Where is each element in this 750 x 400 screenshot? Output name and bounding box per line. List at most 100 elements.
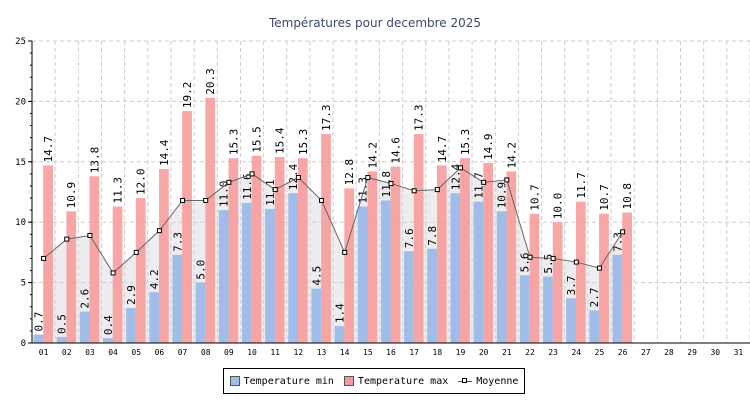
average-marker: [319, 197, 325, 203]
bar-max: [622, 212, 632, 343]
x-tick-label: 10: [247, 348, 257, 357]
bar-max: [274, 156, 285, 343]
y-tick-label: 5: [21, 279, 26, 289]
bar-min: [172, 254, 183, 343]
data-label-max: 14.7: [436, 136, 449, 163]
legend-swatch-min: [229, 376, 240, 386]
bar-max: [390, 166, 401, 343]
data-label-max: 20.3: [204, 68, 217, 95]
data-label-max: 10.9: [65, 182, 78, 209]
data-label-max: 12.8: [343, 159, 356, 186]
data-label-max: 10.0: [552, 193, 565, 220]
data-label-max: 14.6: [390, 137, 403, 164]
x-tick-label: 20: [479, 348, 489, 357]
data-label-max: 17.3: [413, 105, 426, 132]
average-marker: [64, 236, 70, 242]
legend-label-min: Temperature min: [243, 375, 334, 387]
bar-min: [288, 193, 299, 343]
data-label-min: 3.7: [565, 275, 578, 295]
data-label-min: 0.4: [102, 315, 115, 335]
x-tick-label: 27: [641, 348, 651, 357]
x-tick-label: 01: [39, 348, 49, 357]
data-label-min: 1.4: [333, 303, 346, 323]
bar-min: [79, 311, 90, 343]
x-tick-label: 25: [595, 348, 605, 357]
x-tick-label: 06: [155, 348, 165, 357]
average-marker: [156, 228, 162, 234]
data-label-max: 10.8: [621, 183, 634, 210]
x-tick-label: 26: [618, 348, 628, 357]
data-label-min: 0.5: [56, 314, 69, 334]
average-marker: [203, 197, 209, 203]
average-marker: [504, 177, 510, 183]
data-label-min: 2.7: [588, 288, 601, 308]
bar-min: [56, 336, 67, 343]
bar-min: [265, 208, 275, 343]
bar-max: [599, 213, 609, 343]
data-label-max: 10.7: [598, 184, 611, 211]
average-marker: [110, 270, 116, 276]
average-marker: [41, 255, 47, 261]
average-marker: [596, 265, 602, 271]
bar-max: [66, 211, 77, 343]
x-tick-label: 03: [85, 348, 95, 357]
data-label-max: 10.7: [528, 184, 541, 211]
x-tick-label: 19: [456, 348, 466, 357]
data-label-min: 11.0: [218, 181, 231, 208]
x-tick-label: 02: [62, 348, 72, 357]
data-label-min: 11.1: [264, 179, 277, 206]
bar-min: [427, 248, 437, 343]
x-tick-label: 07: [178, 348, 188, 357]
x-tick-label: 17: [409, 348, 419, 357]
bar-max: [575, 201, 586, 343]
bar-max: [413, 134, 424, 343]
y-tick-label: 15: [15, 158, 26, 168]
x-tick-label: 12: [294, 348, 304, 357]
bar-min: [33, 334, 44, 343]
data-label-min: 0.7: [32, 312, 45, 332]
bar-min: [195, 282, 206, 343]
y-tick-label: 25: [15, 37, 26, 47]
data-label-max: 15.4: [274, 127, 287, 154]
bar-min: [519, 275, 530, 343]
x-tick-label: 15: [363, 348, 373, 357]
average-marker: [620, 229, 626, 235]
data-label-min: 10.9: [496, 182, 509, 209]
bar-max: [367, 171, 378, 343]
x-tick-label: 05: [131, 348, 141, 357]
bar-max: [529, 213, 540, 343]
data-label-max: 11.3: [112, 177, 125, 204]
x-tick-label: 08: [201, 348, 211, 357]
x-tick-label: 14: [340, 348, 350, 357]
x-tick-label: 09: [224, 348, 234, 357]
x-tick-label: 29: [687, 348, 697, 357]
x-tick-label: 16: [386, 348, 396, 357]
data-label-min: 12.4: [287, 163, 300, 190]
legend-marker-avg: [458, 377, 473, 383]
bar-min: [612, 254, 623, 343]
data-label-max: 14.4: [158, 139, 171, 166]
y-tick-label: 0: [21, 339, 26, 349]
legend-swatch-max: [343, 376, 354, 386]
data-label-min: 11.8: [380, 171, 393, 198]
bar-min: [496, 211, 507, 343]
average-marker: [434, 187, 440, 193]
x-tick-label: 04: [108, 348, 118, 357]
legend-item-avg: Moyenne: [458, 376, 518, 387]
average-marker: [180, 197, 186, 203]
data-label-min: 2.9: [125, 285, 138, 305]
bar-max: [483, 163, 494, 343]
average-marker: [133, 249, 139, 255]
average-marker: [550, 255, 556, 261]
bar-max: [552, 222, 563, 343]
average-marker: [249, 171, 255, 177]
average-marker: [457, 165, 463, 171]
bar-max: [159, 169, 169, 343]
bar-max: [436, 165, 447, 343]
legend-item-min: Temperature min: [229, 375, 334, 387]
legend-item-max: Temperature max: [343, 376, 448, 387]
data-label-max: 15.3: [297, 129, 310, 156]
average-marker: [87, 232, 93, 238]
data-label-max: 15.3: [227, 129, 240, 156]
